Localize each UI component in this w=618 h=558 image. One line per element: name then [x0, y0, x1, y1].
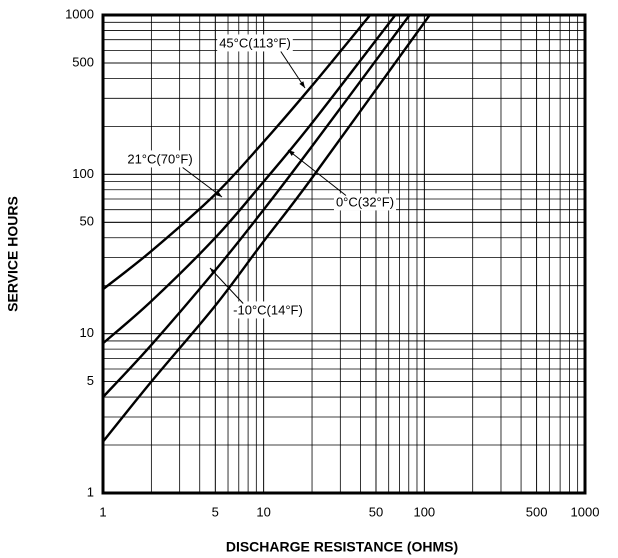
curve-label-bg [125, 150, 195, 168]
curve-label-bg [217, 34, 293, 52]
leader-line [209, 267, 244, 304]
y-tick-label: 100 [72, 166, 94, 181]
leader-line [287, 149, 347, 196]
series-line [103, 15, 397, 345]
y-tick-label: 5 [87, 373, 94, 388]
x-tick-label: 10 [256, 504, 270, 519]
curve-label-bg [333, 193, 397, 211]
x-axis-title: DISCHARGE RESISTANCE (OHMS) [226, 539, 458, 555]
x-tick-label: 500 [526, 504, 548, 519]
x-tick-label: 50 [369, 504, 383, 519]
curve-label: 0°C(32°F) [336, 194, 394, 209]
arrow-head [288, 150, 295, 156]
series-line [103, 15, 431, 443]
leader-line [182, 167, 223, 198]
arrow-head [210, 268, 217, 275]
curve-label: -10°C(14°F) [233, 302, 303, 317]
arrow-head [299, 81, 305, 88]
x-tick-label: 100 [413, 504, 435, 519]
y-tick-label: 10 [80, 325, 94, 340]
y-axis-title: SERVICE HOURS [5, 196, 21, 312]
series-line [103, 15, 411, 398]
x-tick-label: 5 [212, 504, 219, 519]
y-tick-label: 50 [80, 214, 94, 229]
curve-label-bg [231, 301, 305, 319]
x-tick-label: 1000 [571, 504, 600, 519]
curve-label: 21°C(70°F) [127, 151, 192, 166]
y-tick-label: 1 [87, 484, 94, 499]
series-line [103, 15, 372, 291]
plot-frame [101, 13, 587, 495]
x-tick-label: 1 [99, 504, 106, 519]
curve-label: 45°C(113°F) [219, 35, 291, 50]
y-tick-label: 1000 [65, 6, 94, 21]
y-tick-label: 500 [72, 54, 94, 69]
arrow-head [215, 191, 222, 197]
leader-line [280, 51, 306, 89]
